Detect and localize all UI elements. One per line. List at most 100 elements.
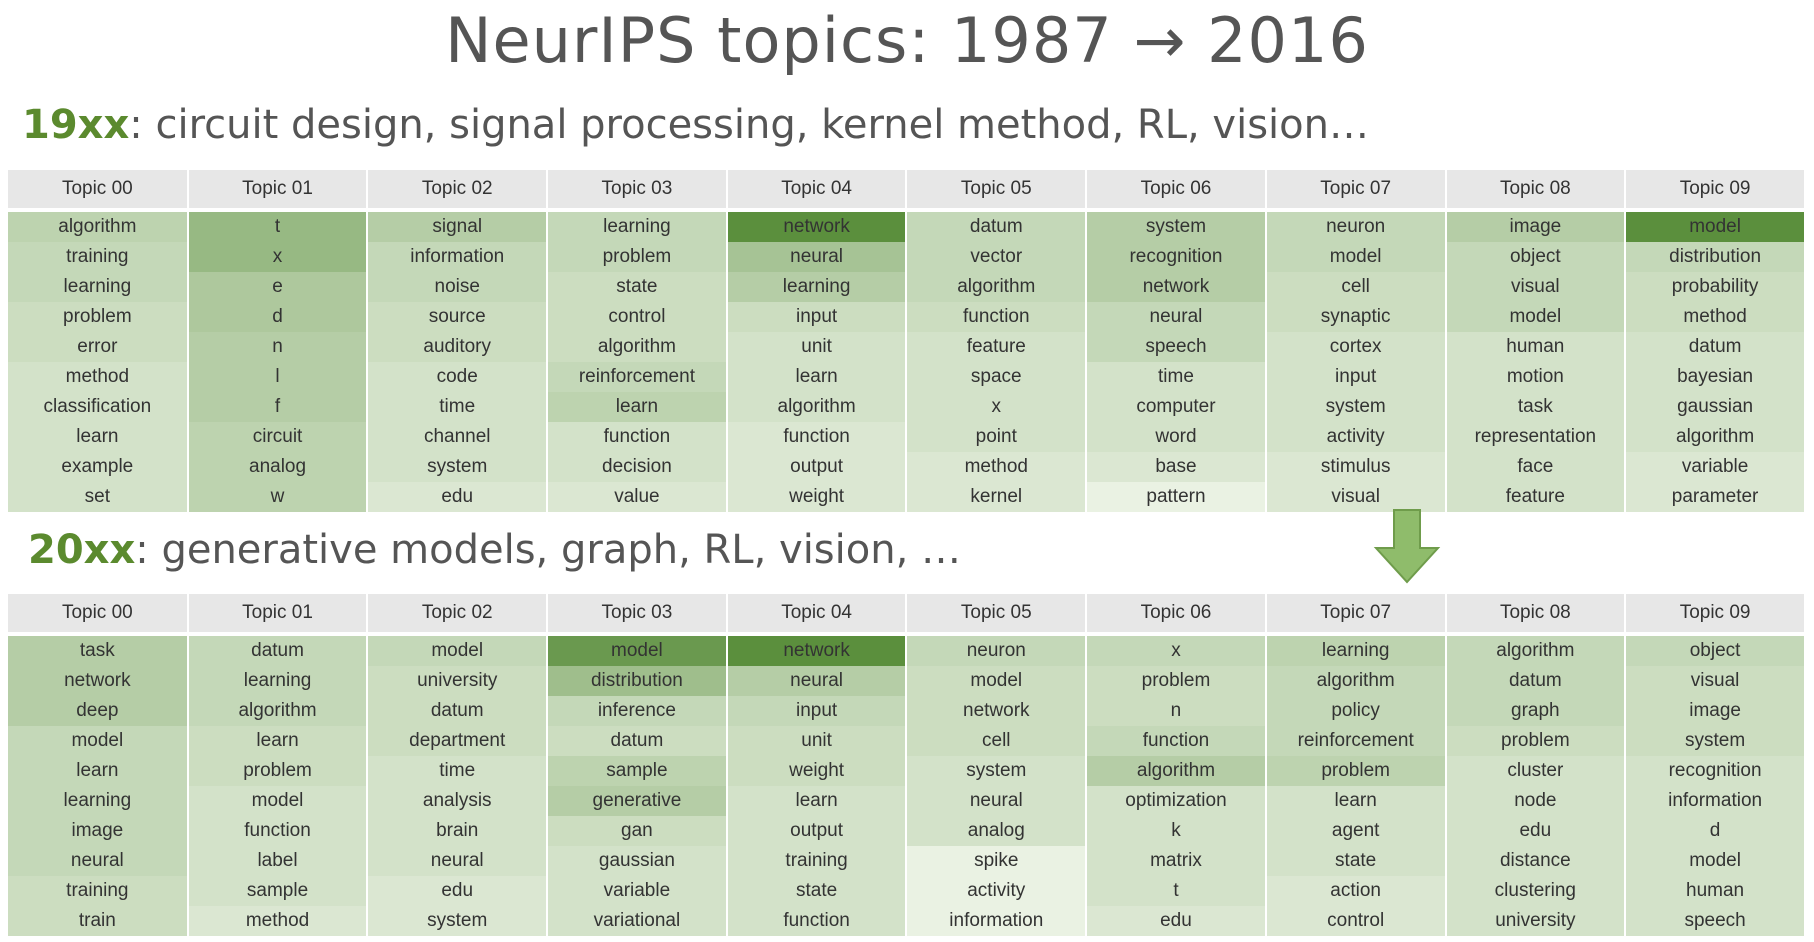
topic-word-cell: error [8,332,189,362]
topic-word-cell: sample [187,876,369,906]
column-header-topic-06: Topic 06 [1086,170,1267,208]
topic-word-cell: function [726,422,908,452]
topic-word-cell: channel [367,422,549,452]
topic-word-cell: task [1445,392,1627,422]
topic-word-cell: input [726,302,908,332]
topic-word-cell: deep [8,696,189,726]
topic-word-cell: learn [8,422,189,452]
topic-word-cell: representation [1445,422,1627,452]
column-header-topic-09: Topic 09 [1625,170,1806,208]
table-row: problem d source control input function neural… [8,302,1806,332]
topic-word-cell: distance [1445,846,1627,876]
topic-word-cell: label [187,846,369,876]
topic-word-cell: model [1625,212,1806,242]
section-description: : generative models, graph, RL, vision, … [135,527,962,573]
column-header-topic-03: Topic 03 [547,170,728,208]
topic-word-cell: recognition [1086,242,1267,272]
column-header-topic-01: Topic 01 [187,594,369,632]
topic-word-cell: function [726,906,908,936]
topic-word-cell: datum [906,212,1088,242]
table-row: train method system variational function info… [8,906,1806,936]
table-row: deep algorithm datum inference input network n… [8,696,1806,726]
topic-word-cell: learning [187,666,369,696]
topic-word-cell: synaptic [1265,302,1447,332]
topic-word-cell: f [187,392,369,422]
topic-word-cell: learn [187,726,369,756]
topic-word-cell: cell [1265,272,1447,302]
topic-word-cell: x [1086,636,1267,666]
spacer-cell [8,632,1805,636]
topic-word-cell: algorithm [547,332,728,362]
topic-word-cell: problem [547,242,728,272]
topic-word-cell: image [8,816,189,846]
section-description: : circuit design, signal processing, ker… [129,102,1369,148]
topic-word-cell: algorithm [1625,422,1806,452]
topic-word-cell: x [906,392,1088,422]
topic-word-cell: stimulus [1265,452,1447,482]
topic-word-cell: e [187,272,369,302]
topic-word-cell: auditory [367,332,549,362]
table-row: example analog system decision output method b… [8,452,1806,482]
topic-word-cell: t [187,212,369,242]
topic-word-cell: information [906,906,1088,936]
table-row: image function brain gan output analog k agent e… [8,816,1806,846]
topic-word-cell: learn [547,392,728,422]
topic-word-cell: variable [547,876,728,906]
topic-word-cell: system [1265,392,1447,422]
topic-word-cell: point [906,422,1088,452]
topic-word-cell: system [367,906,549,936]
topic-word-cell: speech [1625,906,1806,936]
topic-word-cell: input [1265,362,1447,392]
topic-word-cell: speech [1086,332,1267,362]
topic-word-cell: signal [367,212,549,242]
topic-word-cell: algorithm [726,392,908,422]
column-header-topic-00: Topic 00 [8,594,189,632]
topic-table-20xx: Topic 00 Topic 01 Topic 02 Topic 03 Topic 04… [8,594,1806,936]
column-header-topic-04: Topic 04 [726,170,908,208]
topic-word-cell: learning [726,272,908,302]
topic-word-cell: function [187,816,369,846]
topic-word-cell: set [8,482,189,512]
topic-word-cell: datum [187,636,369,666]
topic-word-cell: method [906,452,1088,482]
table-row: error n auditory algorithm unit feature speech… [8,332,1806,362]
spacer-row [8,208,1805,212]
table-row: learning e noise state learning algorithm netw… [8,272,1806,302]
topic-word-cell: inference [547,696,728,726]
topic-word-cell: weight [726,756,908,786]
topic-word-cell: network [726,212,908,242]
column-header-topic-02: Topic 02 [367,170,549,208]
topic-word-cell: network [8,666,189,696]
topic-word-cell: base [1086,452,1267,482]
topic-word-cell: gan [547,816,728,846]
topic-word-cell: w [187,482,369,512]
topic-word-cell: classification [8,392,189,422]
topic-word-cell: datum [367,696,549,726]
column-header-topic-08: Topic 08 [1445,594,1627,632]
table-row: model learn department datum unit cell functio… [8,726,1806,756]
topic-word-cell: reinforcement [1265,726,1447,756]
topic-word-cell: learn [726,786,908,816]
topic-word-cell: word [1086,422,1267,452]
table-row: classification f time learn algorithm x comput… [8,392,1806,422]
topic-word-cell: variational [547,906,728,936]
topic-word-cell: code [367,362,549,392]
column-header-topic-09: Topic 09 [1625,594,1806,632]
topic-word-cell: learning [8,272,189,302]
topic-word-cell: training [726,846,908,876]
topic-word-cell: edu [367,482,549,512]
era-label: 20xx [28,527,136,573]
topic-word-cell: input [726,696,908,726]
topic-word-cell: generative [547,786,728,816]
spacer-cell [8,208,1805,212]
topic-word-cell: function [906,302,1088,332]
topic-word-cell: neuron [1265,212,1447,242]
topic-word-cell: analysis [367,786,549,816]
topic-word-cell: sample [547,756,728,786]
topic-word-cell: graph [1445,696,1627,726]
header-row: Topic 00 Topic 01 Topic 02 Topic 03 Topic 04… [8,170,1806,208]
topic-word-cell: brain [367,816,549,846]
column-header-topic-07: Topic 07 [1265,594,1447,632]
topic-word-cell: algorithm [1265,666,1447,696]
topic-word-cell: problem [1445,726,1627,756]
